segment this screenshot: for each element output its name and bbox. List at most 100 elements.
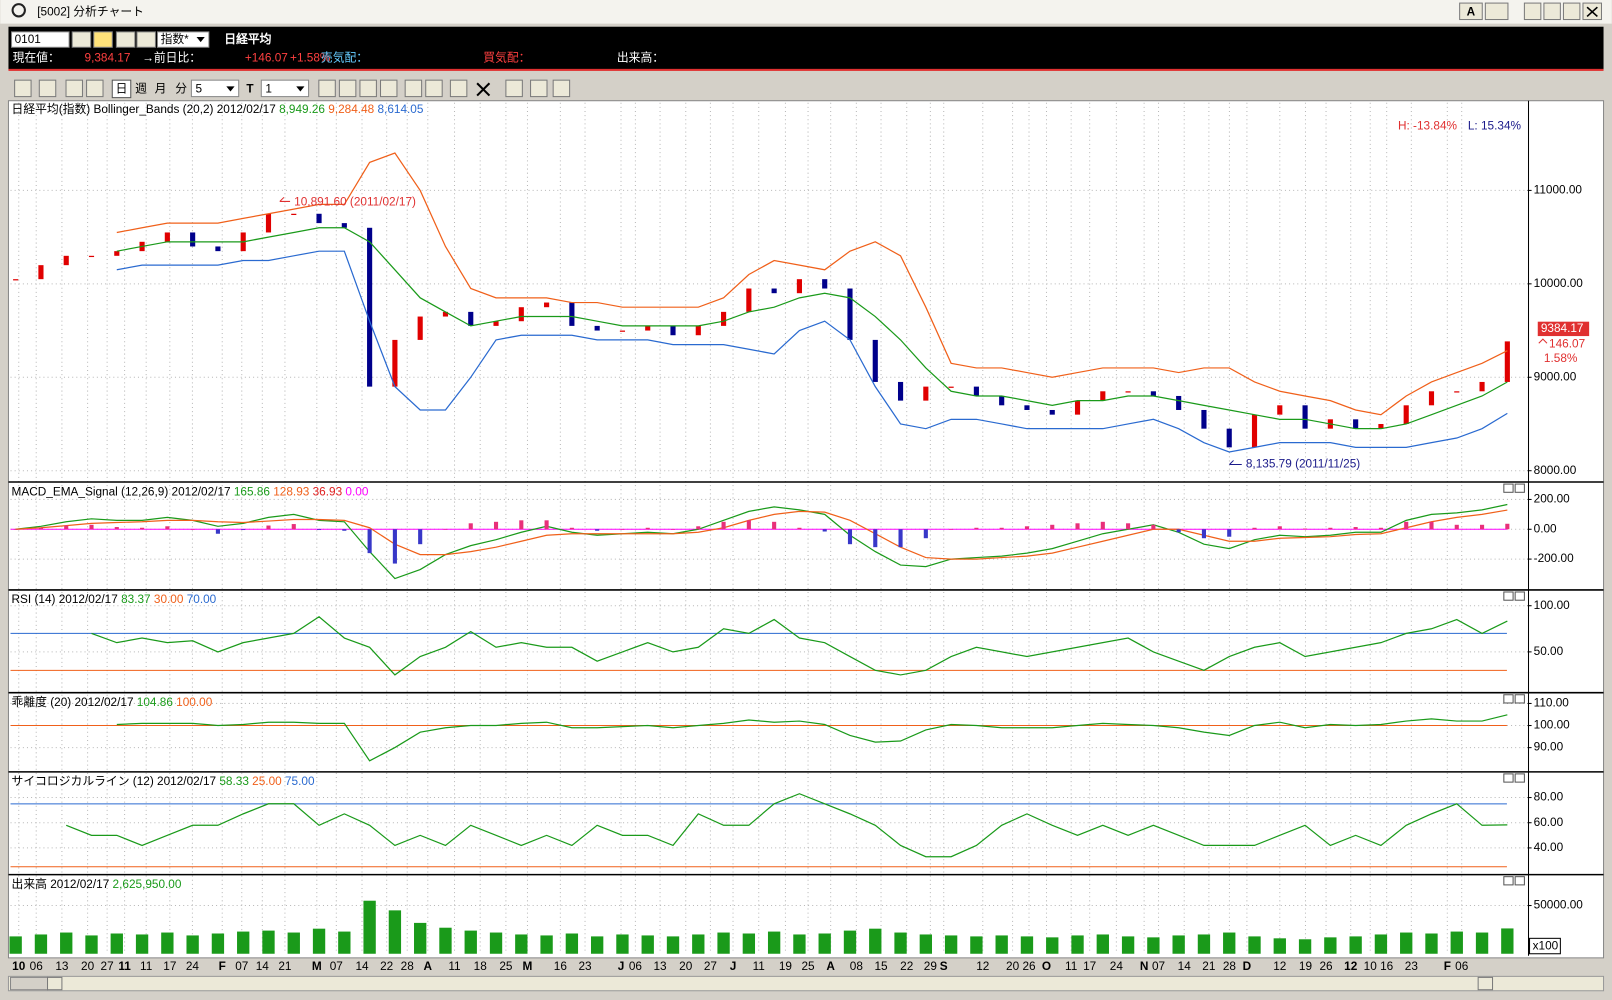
y-tick-label: 8000.00 — [1534, 463, 1577, 477]
bid-label: 買気配： — [483, 51, 530, 65]
x-tick-label: 14 — [355, 959, 369, 973]
restore-button[interactable] — [1563, 3, 1579, 19]
bar — [1476, 933, 1488, 954]
window-title: [5002] 分析チャート — [37, 4, 144, 18]
bar — [1400, 933, 1412, 954]
tool-button[interactable] — [15, 80, 31, 96]
legend-value: 75.00 — [285, 774, 315, 788]
legend-value: 83.37 — [121, 592, 151, 606]
bar — [570, 528, 574, 529]
tool-button[interactable] — [66, 80, 82, 96]
bar — [1050, 525, 1054, 529]
panel-title: サイコロジカルライン (12) 2012/02/17 — [12, 774, 217, 788]
candle — [1404, 405, 1409, 424]
panel-minimize[interactable] — [1504, 592, 1513, 600]
scrollbar — [8, 976, 1603, 990]
tool-button[interactable] — [339, 80, 355, 96]
y-tick-label: 9000.00 — [1534, 369, 1577, 383]
x-tick-label: 13 — [653, 959, 667, 973]
help-button[interactable] — [1524, 3, 1540, 19]
x-tick-label: 12 — [1273, 959, 1286, 973]
bar — [111, 934, 123, 954]
bar — [368, 529, 372, 553]
panel-header: 出来高 2012/02/17 2,625,950.00 — [12, 877, 182, 891]
legend-value: 128.93 — [273, 484, 310, 498]
kind-value: 指数* — [161, 32, 190, 46]
panel-close[interactable] — [1515, 877, 1524, 885]
bar — [844, 931, 856, 954]
bar — [616, 934, 628, 953]
minute-label[interactable]: 分 — [175, 82, 187, 96]
bar — [797, 528, 801, 529]
x-tick-label: 11 — [448, 959, 460, 973]
bar — [1198, 934, 1210, 953]
bar — [1101, 522, 1105, 529]
bar — [1021, 936, 1033, 953]
zoom-button[interactable] — [39, 80, 55, 96]
scroll-left[interactable] — [48, 977, 62, 989]
bar — [389, 910, 401, 953]
bar — [465, 931, 477, 954]
tool-button[interactable] — [450, 80, 466, 96]
icon-button[interactable] — [116, 32, 134, 47]
tool-button[interactable] — [319, 80, 335, 96]
tool-button[interactable] — [506, 80, 522, 96]
panel-minimize[interactable] — [1504, 877, 1513, 885]
x-tick-label: 21 — [278, 959, 291, 973]
price-tag-pct: 1.58% — [1544, 351, 1578, 365]
x-tick-label: 26 — [1319, 959, 1333, 973]
bar — [115, 527, 119, 529]
tool-button[interactable] — [426, 80, 442, 96]
scroll-thumb[interactable] — [11, 977, 48, 989]
x-tick-label: 08 — [850, 959, 864, 973]
panel-minimize[interactable] — [1504, 774, 1513, 782]
x-tick-label: 22 — [900, 959, 913, 973]
month-label[interactable]: 月 — [155, 82, 167, 96]
bar — [768, 932, 780, 954]
panel-header: RSI (14) 2012/02/17 83.37 30.00 70.00 — [12, 592, 217, 606]
y-tick-label: 100.00 — [1534, 598, 1571, 612]
day-label: 日 — [116, 82, 128, 96]
icon-button[interactable] — [137, 32, 155, 47]
panel-minimize[interactable] — [1504, 484, 1513, 492]
bar — [89, 525, 93, 529]
x-tick-label: 24 — [186, 959, 200, 973]
candle — [772, 289, 777, 294]
legend-value: 70.00 — [187, 592, 217, 606]
text-tool[interactable]: T — [246, 82, 254, 96]
scroll-right[interactable] — [1478, 977, 1492, 989]
x-tick-label: 16 — [1380, 959, 1394, 973]
x-tick-label: 18 — [474, 959, 488, 973]
candle — [1075, 401, 1080, 415]
tool-button[interactable] — [553, 80, 569, 96]
x-tick-label: J — [730, 959, 737, 973]
bar — [743, 934, 755, 954]
week-label[interactable]: 週 — [135, 82, 147, 96]
panel-close[interactable] — [1515, 484, 1524, 492]
navigation-buttons[interactable] — [1497, 977, 1600, 989]
x-tick-label: N — [1140, 959, 1149, 973]
bar — [39, 528, 43, 529]
tool-button[interactable] — [87, 80, 103, 96]
panel-close[interactable] — [1515, 695, 1524, 703]
tool-button[interactable] — [531, 80, 547, 96]
panel-minimize[interactable] — [1504, 695, 1513, 703]
x-tick-label: D — [1243, 959, 1252, 973]
icon-button[interactable] — [72, 32, 90, 47]
bar — [566, 934, 578, 954]
bar — [1075, 523, 1079, 529]
candle — [392, 340, 397, 387]
x-tick-label: 14 — [1178, 959, 1192, 973]
icon-button[interactable] — [94, 32, 112, 47]
tool-button[interactable] — [381, 80, 397, 96]
tool-button[interactable] — [405, 80, 421, 96]
x-tick-label: 11 — [140, 959, 152, 973]
candle — [1100, 391, 1105, 400]
x-tick-label: 22 — [380, 959, 393, 973]
panel-close[interactable] — [1515, 774, 1524, 782]
copy-button[interactable] — [1485, 3, 1508, 19]
tool-button[interactable] — [360, 80, 376, 96]
x-tick-label: 29 — [924, 959, 937, 973]
panel-close[interactable] — [1515, 592, 1524, 600]
minimize-button[interactable] — [1544, 3, 1560, 19]
